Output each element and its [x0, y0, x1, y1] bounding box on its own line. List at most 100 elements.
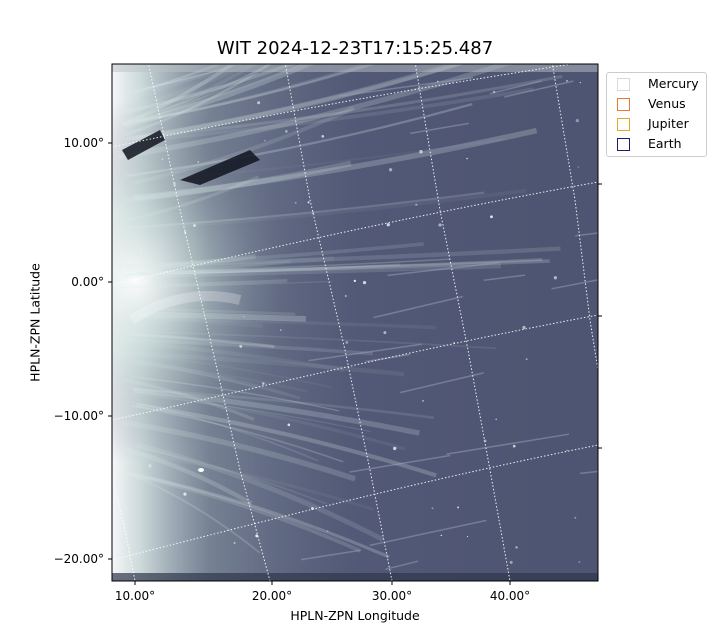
star	[415, 203, 418, 206]
streamer	[136, 316, 263, 328]
star	[419, 150, 423, 154]
streamer	[128, 258, 543, 276]
streamer	[132, 64, 223, 95]
streamer	[119, 254, 256, 273]
streamer	[124, 378, 255, 421]
streamer	[135, 353, 332, 389]
streamer	[122, 316, 436, 330]
legend: Mercury Venus Jupiter Earth	[606, 72, 707, 157]
streamer	[129, 278, 288, 288]
streamer	[136, 389, 406, 451]
star	[466, 157, 468, 160]
star	[140, 247, 143, 250]
cosmic-ray-streak	[410, 122, 470, 135]
cosmic-ray-streak	[369, 519, 487, 547]
cosmic-ray-streak	[349, 454, 451, 473]
y-tick-label: 10.00°	[64, 136, 104, 150]
cosmic-ray-streak	[399, 372, 484, 394]
star	[466, 535, 469, 538]
star	[579, 81, 582, 84]
streamer	[132, 405, 344, 463]
star	[193, 224, 196, 227]
legend-label: Mercury	[648, 76, 699, 91]
x-axis-label: HPLN-ZPN Longitude	[290, 608, 420, 623]
bright-star	[198, 468, 204, 472]
streamer	[133, 64, 235, 99]
x-tick-label: 30.00°	[372, 589, 412, 603]
legend-item-jupiter: Jupiter	[617, 115, 707, 135]
star	[575, 119, 579, 123]
star	[161, 158, 164, 160]
streamer	[123, 64, 316, 129]
cosmic-ray-streak	[489, 80, 542, 95]
star	[553, 276, 557, 280]
streamer	[132, 361, 257, 389]
star-field	[140, 79, 582, 564]
cosmic-ray-streak	[308, 343, 422, 362]
streamer	[135, 64, 378, 123]
star	[311, 211, 315, 215]
streamer	[124, 470, 390, 559]
star	[393, 446, 397, 451]
streamer	[118, 175, 260, 224]
star	[515, 546, 518, 549]
streamer	[126, 74, 563, 140]
streamer	[131, 401, 319, 462]
x-tick-label: 10.00°	[115, 589, 155, 603]
star	[388, 168, 393, 172]
plot-title: WIT 2024-12-23T17:15:25.487	[216, 38, 494, 59]
streamer	[124, 444, 327, 505]
legend-label: Venus	[648, 96, 686, 111]
star	[262, 382, 265, 385]
star	[431, 507, 434, 510]
star	[522, 325, 526, 330]
streamer	[121, 359, 308, 393]
star	[183, 492, 187, 496]
legend-label: Earth	[648, 136, 682, 151]
streamer	[127, 311, 306, 322]
star	[184, 231, 187, 234]
cosmic-ray-streak	[338, 76, 474, 97]
streamer	[119, 280, 332, 289]
streamer	[132, 87, 534, 143]
streamer	[130, 387, 434, 420]
streamer	[130, 376, 340, 412]
streamer	[119, 64, 272, 124]
star	[438, 223, 442, 227]
star	[345, 341, 349, 344]
streamer	[135, 259, 291, 276]
star	[197, 161, 200, 163]
streamer	[119, 350, 405, 377]
star	[440, 534, 443, 537]
star	[437, 80, 439, 83]
streamer	[124, 64, 254, 113]
x-tick-label: 20.00°	[252, 589, 292, 603]
star	[239, 344, 243, 348]
streamer	[119, 392, 371, 433]
streamer	[119, 448, 375, 511]
streamer	[136, 442, 385, 542]
star	[422, 400, 424, 402]
legend-swatch	[617, 118, 630, 131]
star	[255, 534, 259, 538]
star	[280, 329, 282, 331]
legend-item-mercury: Mercury	[617, 75, 707, 95]
star	[566, 449, 568, 452]
legend-swatch	[617, 138, 630, 151]
streamer	[127, 64, 266, 93]
cosmic-ray-streak	[580, 470, 598, 475]
star	[284, 129, 288, 133]
star	[578, 561, 581, 563]
star	[321, 135, 325, 138]
star	[509, 560, 513, 564]
cosmic-ray-streak	[446, 433, 570, 455]
cosmic-ray-streak	[483, 274, 526, 282]
cosmic-ray-streak	[373, 295, 464, 319]
star	[243, 315, 245, 318]
star	[172, 182, 177, 186]
star	[492, 90, 496, 94]
y-tick-label: −10.00°	[54, 409, 104, 423]
star	[512, 444, 516, 448]
star	[525, 358, 528, 361]
